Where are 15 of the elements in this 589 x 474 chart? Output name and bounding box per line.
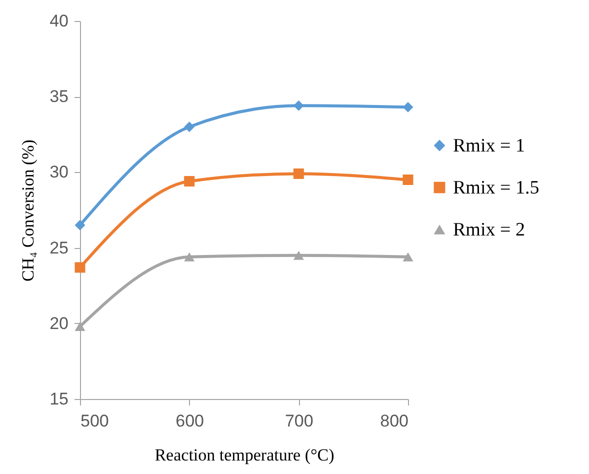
y-axis-title: CH₄ Conversion (%) [18,140,38,282]
y-tick-label: 25 [50,238,68,258]
x-tick-label: 800 [380,412,408,430]
y-tick-label: 35 [50,87,68,106]
y-tick-label: 15 [50,390,68,408]
y-tick-label: 40 [50,12,68,30]
y-tick-label: 20 [50,314,68,333]
x-tick-label: 600 [176,412,204,430]
x-tick-label: 700 [284,412,314,430]
legend-label: Rmix = 1 [453,136,525,156]
y-tick-label: 30 [50,162,68,182]
legend-label: Rmix = 2 [453,220,525,240]
x-tick-label: 500 [80,412,109,430]
legend-label: Rmix = 1.5 [453,178,540,198]
x-axis-title: Reaction temperature (°C) [154,446,334,464]
